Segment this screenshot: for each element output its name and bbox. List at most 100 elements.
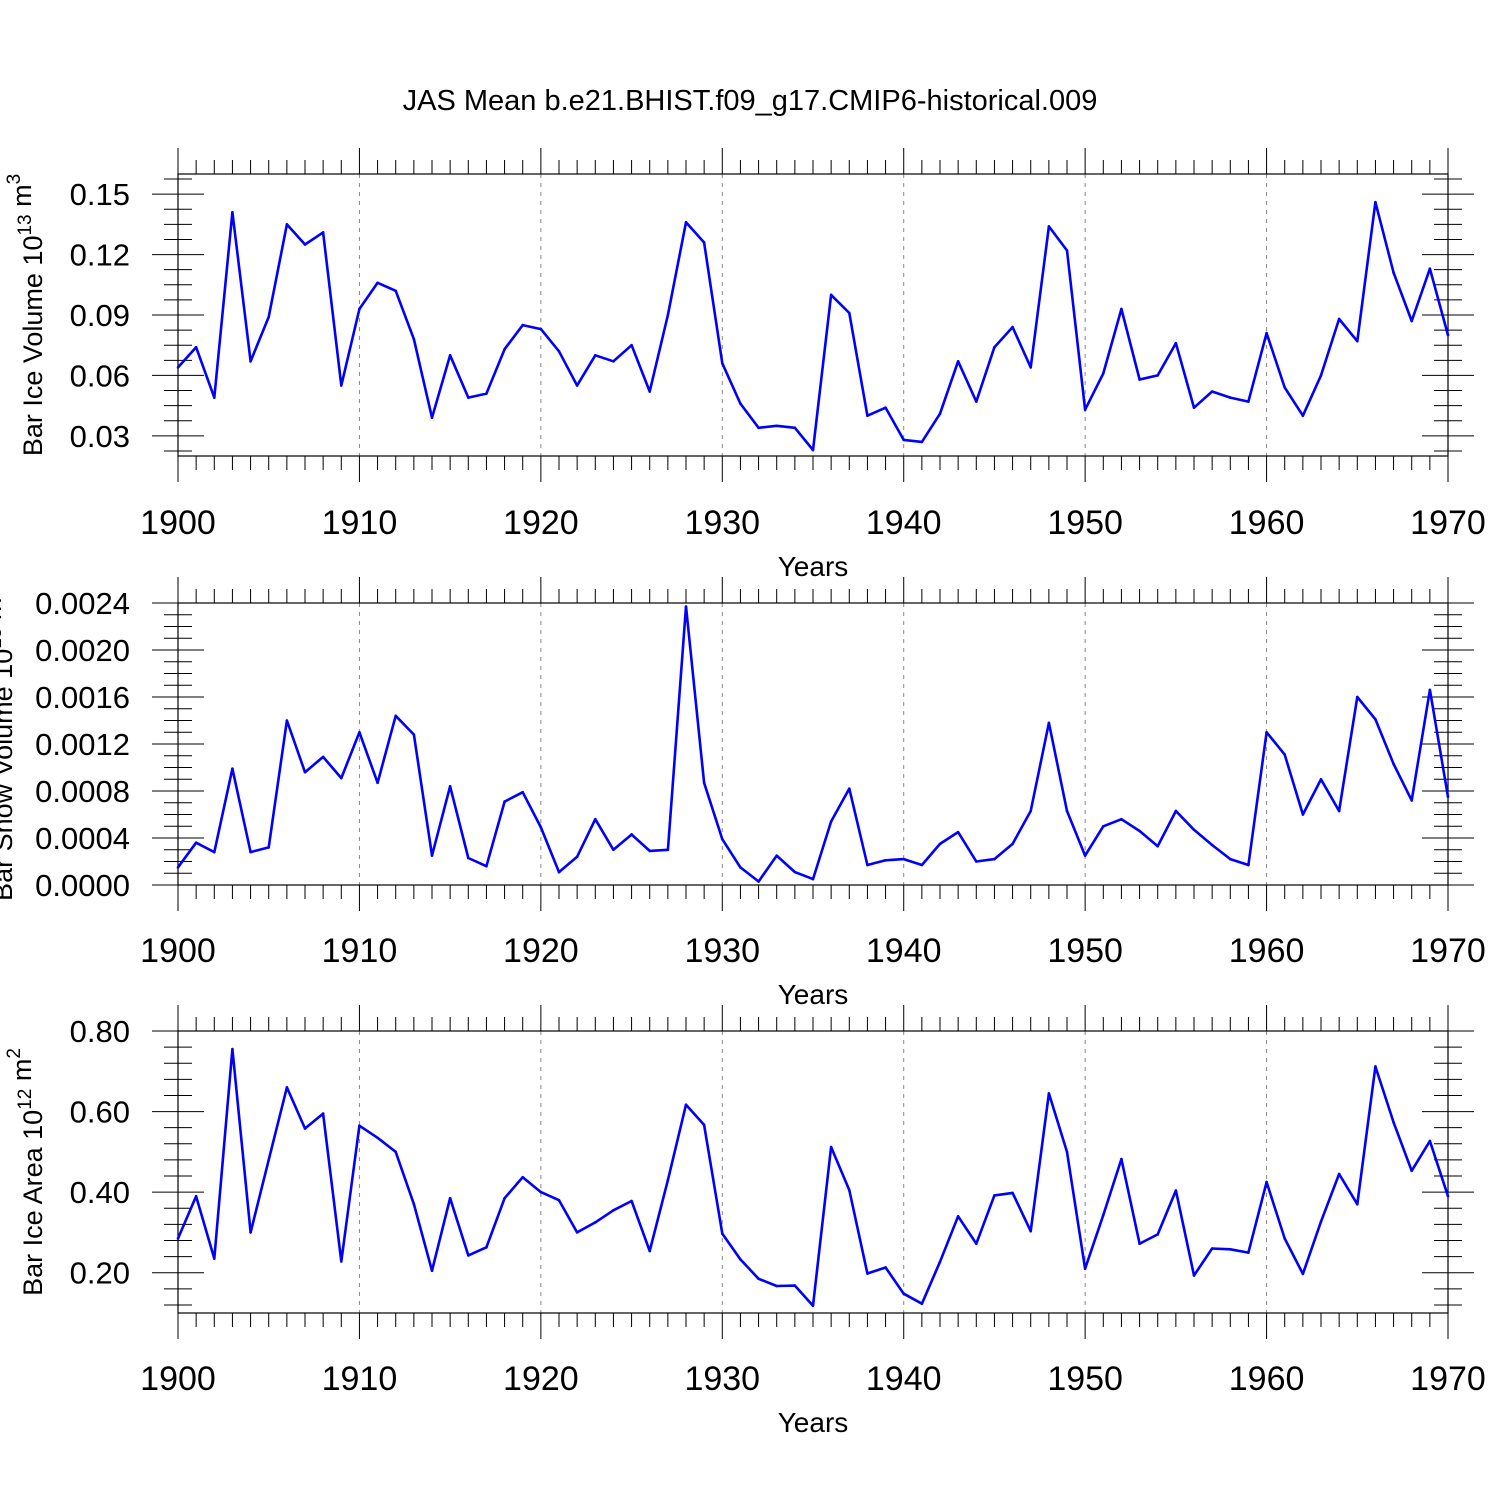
data-point	[521, 790, 525, 794]
data-point	[1065, 249, 1069, 252]
data-point	[1247, 400, 1250, 403]
data-point	[1174, 1189, 1178, 1192]
data-point	[1047, 1092, 1051, 1095]
data-point	[1156, 374, 1160, 377]
y-tick-label: 0.60	[70, 1095, 130, 1130]
data-point	[575, 1231, 579, 1234]
data-point	[1428, 688, 1432, 692]
data-point	[1265, 331, 1268, 335]
series-line	[177, 200, 1450, 452]
y-tick-label: 0.0000	[35, 868, 130, 903]
x-tick-label: 1920	[503, 1360, 579, 1398]
data-point	[684, 221, 688, 224]
data-point	[430, 416, 434, 420]
data-point	[1374, 1065, 1377, 1068]
plot-frame	[177, 602, 1449, 886]
data-point	[612, 360, 615, 363]
data-point	[285, 1086, 289, 1089]
data-point	[1210, 843, 1214, 847]
x-axis-title: Years	[778, 979, 849, 1010]
data-point	[249, 360, 252, 363]
y-axis-title-part: m	[7, 184, 37, 214]
data-point	[757, 426, 760, 430]
x-tick-label: 1930	[684, 932, 760, 970]
data-point	[321, 755, 325, 759]
data-point	[303, 770, 307, 774]
data-point	[702, 781, 706, 785]
data-point	[793, 870, 797, 874]
data-point	[1283, 753, 1287, 756]
y-tick-label: 0.15	[70, 177, 130, 212]
data-point	[231, 210, 234, 214]
data-point	[811, 877, 815, 881]
data-point	[974, 400, 978, 403]
y-tick-label: 0.20	[70, 1256, 130, 1291]
data-point	[412, 1202, 416, 1206]
y-tick-label: 0.0004	[35, 821, 130, 856]
data-point	[194, 345, 198, 349]
data-point	[430, 1269, 434, 1272]
x-tick-label: 1900	[140, 1360, 216, 1398]
data-point	[1156, 1233, 1160, 1236]
x-tick-label: 1910	[322, 1360, 398, 1398]
data-point	[448, 1196, 452, 1200]
data-point	[448, 353, 452, 357]
data-point	[648, 1249, 652, 1253]
data-point	[485, 392, 488, 395]
data-point	[430, 854, 434, 857]
data-point	[267, 315, 271, 319]
data-point	[1047, 225, 1051, 228]
data-point	[866, 414, 869, 418]
data-point	[212, 850, 216, 854]
data-point	[503, 1196, 506, 1200]
data-point	[412, 337, 416, 341]
data-point	[956, 1215, 960, 1218]
data-point	[1011, 1191, 1014, 1195]
y-tick-label: 0.0024	[35, 586, 130, 621]
data-point	[1228, 396, 1232, 399]
y-axis-title-superscript: 2	[4, 1048, 25, 1059]
data-point	[1301, 1272, 1305, 1276]
data-point	[503, 347, 506, 351]
x-axis-title: Years	[778, 551, 849, 582]
data-point	[1355, 695, 1359, 699]
data-point	[1138, 829, 1141, 833]
data-point	[829, 1145, 833, 1149]
data-point	[993, 857, 996, 861]
data-point	[1065, 1150, 1069, 1154]
y-tick-label: 0.09	[70, 298, 130, 333]
data-point	[358, 307, 361, 311]
data-point	[1337, 317, 1341, 321]
data-point	[394, 1150, 398, 1154]
data-point	[1029, 809, 1033, 813]
data-point	[321, 1112, 325, 1115]
data-point	[539, 826, 543, 829]
data-point	[775, 424, 779, 428]
data-point	[249, 1231, 252, 1234]
data-point	[702, 1123, 706, 1127]
data-point	[666, 848, 670, 852]
figure-title: JAS Mean b.e21.BHIST.f09_g17.CMIP6-histo…	[403, 85, 1098, 117]
data-point	[847, 311, 851, 315]
data-point	[1446, 795, 1450, 799]
data-point	[1319, 777, 1323, 781]
data-point	[575, 855, 579, 859]
data-point	[920, 1302, 924, 1306]
data-point	[358, 730, 361, 734]
data-point	[593, 1221, 597, 1224]
x-tick-label: 1960	[1229, 504, 1305, 542]
x-tick-label: 1910	[322, 932, 398, 970]
x-tick-label: 1920	[503, 932, 579, 970]
data-point	[394, 714, 398, 718]
data-point	[194, 841, 198, 844]
data-point	[1192, 1274, 1196, 1277]
data-point	[1101, 824, 1105, 828]
data-point	[412, 733, 416, 736]
x-tick-label: 1930	[684, 504, 760, 542]
data-point	[684, 1103, 688, 1107]
data-point	[1210, 390, 1214, 393]
y-tick-label: 0.03	[70, 419, 130, 454]
data-point	[194, 1194, 198, 1198]
data-point	[321, 231, 325, 234]
